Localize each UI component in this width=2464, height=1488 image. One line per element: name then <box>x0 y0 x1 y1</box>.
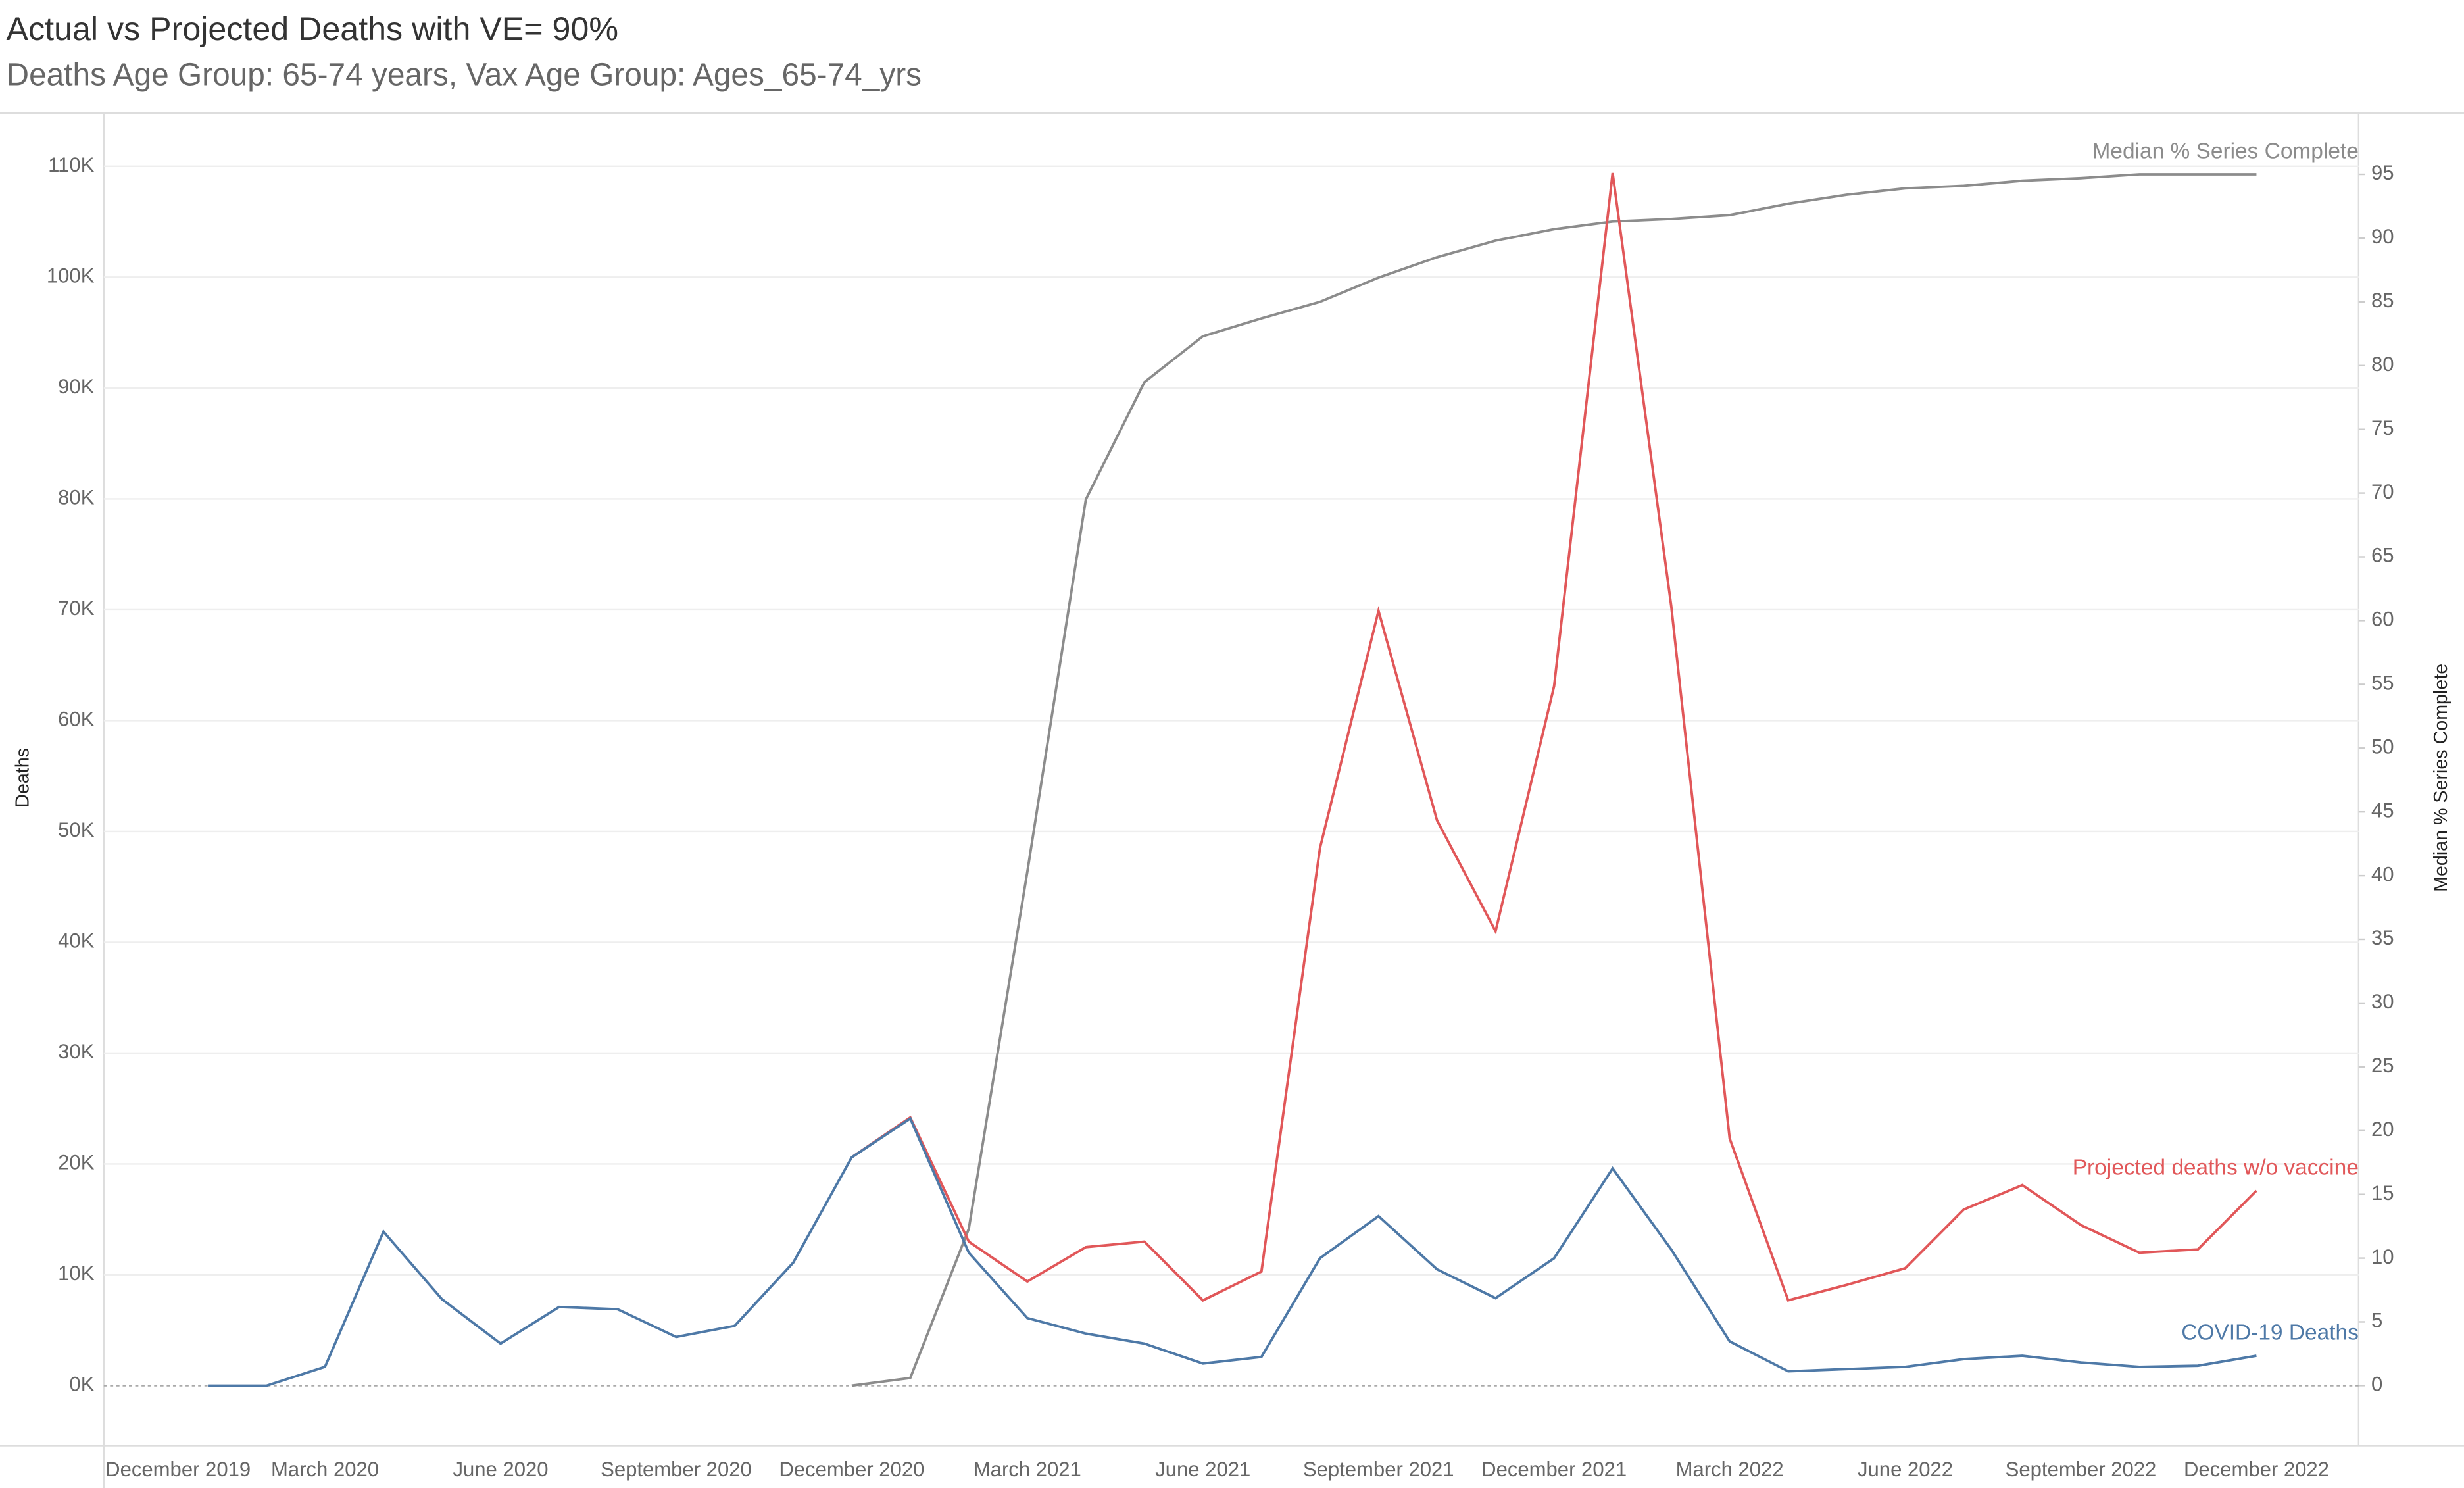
x-tick-label: September 2021 <box>1303 1458 1454 1481</box>
y2-tick-label: 45 <box>2371 799 2394 822</box>
x-tick-label: March 2022 <box>1676 1458 1784 1481</box>
y-tick-label: 40K <box>58 930 95 953</box>
y2-tick-label: 25 <box>2371 1054 2394 1077</box>
y2-tick-label: 60 <box>2371 608 2394 631</box>
chart-title: Actual vs Projected Deaths with VE= 90% <box>7 11 618 47</box>
series-line <box>851 173 2257 1387</box>
x-tick-label: June 2022 <box>1858 1458 1953 1481</box>
y2-tick-label: 65 <box>2371 544 2394 567</box>
x-tick-label: December 2020 <box>779 1458 924 1481</box>
y-tick-label: 100K <box>47 264 95 287</box>
x-tick-label: March 2020 <box>271 1458 379 1481</box>
y-tick-label: 110K <box>48 153 95 176</box>
y2-tick-label: 90 <box>2371 225 2394 248</box>
y2-tick-label: 55 <box>2371 672 2394 695</box>
y2-tick-label: 10 <box>2371 1245 2394 1268</box>
series-line <box>208 1116 2257 1387</box>
series-label: Median % Series Complete <box>2092 139 2359 163</box>
y2-tick-label: 35 <box>2371 926 2394 949</box>
y-axis-title: Deaths <box>12 748 33 808</box>
y2-tick-label: 15 <box>2371 1181 2394 1204</box>
y2-tick-label: 95 <box>2371 161 2394 184</box>
series-label: Projected deaths w/o vaccine <box>2073 1155 2359 1179</box>
x-tick-label: September 2020 <box>601 1458 752 1481</box>
y-tick-label: 90K <box>58 375 95 398</box>
series-label: COVID-19 Deaths <box>2181 1320 2359 1345</box>
y2-tick-label: 40 <box>2371 862 2394 885</box>
x-tick-label: June 2020 <box>453 1458 548 1481</box>
y-tick-label: 60K <box>58 708 95 731</box>
x-tick-label: December 2019 <box>105 1458 251 1481</box>
y-tick-label: 80K <box>58 486 95 509</box>
y2-tick-label: 75 <box>2371 416 2394 439</box>
y-tick-label: 10K <box>58 1262 95 1285</box>
x-tick-label: March 2021 <box>973 1458 1081 1481</box>
chart-subtitle: Deaths Age Group: 65-74 years, Vax Age G… <box>7 58 922 93</box>
x-tick-label: September 2022 <box>2006 1458 2157 1481</box>
y2-tick-label: 50 <box>2371 735 2394 758</box>
y2-tick-label: 85 <box>2371 289 2394 312</box>
x-tick-label: December 2022 <box>2184 1458 2329 1481</box>
y2-tick-label: 20 <box>2371 1118 2394 1141</box>
y2-tick-label: 0 <box>2371 1373 2382 1396</box>
x-tick-label: June 2021 <box>1155 1458 1250 1481</box>
y2-tick-label: 5 <box>2371 1309 2382 1332</box>
y-tick-label: 30K <box>58 1040 95 1063</box>
y2-axis-title: Median % Series Complete <box>2430 664 2452 892</box>
y-tick-label: 0K <box>69 1373 94 1396</box>
x-tick-label: December 2021 <box>1481 1458 1627 1481</box>
y2-tick-label: 70 <box>2371 480 2394 503</box>
y-tick-label: 20K <box>58 1151 95 1174</box>
y-tick-label: 70K <box>58 597 95 620</box>
y2-tick-label: 30 <box>2371 990 2394 1013</box>
y-tick-label: 50K <box>58 818 95 841</box>
y2-tick-label: 80 <box>2371 353 2394 376</box>
series-line <box>850 172 2257 1302</box>
